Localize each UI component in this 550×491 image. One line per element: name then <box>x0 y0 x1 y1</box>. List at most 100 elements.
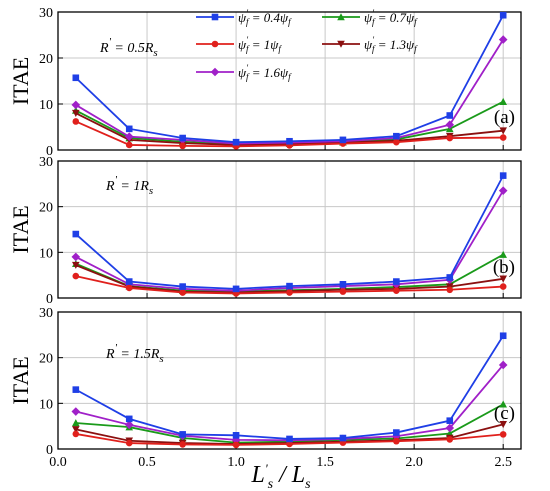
x-tick-label: 2.0 <box>405 455 423 470</box>
data-point <box>231 435 241 445</box>
data-point <box>179 134 186 142</box>
data-point <box>445 423 455 433</box>
data-point <box>499 250 507 258</box>
data-point <box>179 142 186 150</box>
data-point <box>72 230 80 238</box>
data-point <box>179 289 186 296</box>
data-point <box>72 386 80 393</box>
data-point <box>499 172 507 179</box>
y-tick-label: 20 <box>39 201 53 216</box>
plot-frame <box>57 311 522 450</box>
data-point <box>339 281 347 288</box>
data-point <box>499 134 507 141</box>
legend-label: ψ' f = 0.4ψf <box>238 8 292 27</box>
data-point <box>499 421 507 429</box>
rs-label: R' = 0.5Rs <box>99 36 158 59</box>
data-point <box>393 138 400 146</box>
y-axis-label: ITAE <box>8 57 33 105</box>
data-point <box>72 430 80 438</box>
data-point <box>232 441 240 449</box>
panel-label: (a) <box>494 107 515 128</box>
y-tick-label: 0 <box>46 144 53 159</box>
series-a-0 <box>72 11 507 146</box>
y-tick-label: 20 <box>39 352 53 367</box>
legend-item: ψ' f = 1ψf <box>196 35 282 54</box>
series-line <box>75 190 504 292</box>
data-point <box>71 252 81 262</box>
legend-marker <box>337 13 345 21</box>
x-tick-label: 1.5 <box>316 455 334 470</box>
data-point <box>499 332 507 340</box>
data-point <box>446 134 454 142</box>
legend-marker <box>210 67 220 77</box>
data-point <box>339 434 347 442</box>
data-point <box>499 127 507 135</box>
rs-label: R' = 1Rs <box>105 174 153 197</box>
data-point <box>339 136 347 144</box>
data-point <box>393 437 400 445</box>
data-point <box>125 284 133 292</box>
data-point <box>499 431 507 438</box>
legend-marker <box>211 40 219 48</box>
legend-marker <box>337 40 345 48</box>
data-point <box>498 186 508 195</box>
data-point <box>393 132 400 140</box>
data-point <box>499 97 507 105</box>
data-point <box>445 120 455 129</box>
y-axis-label: ITAE <box>8 205 33 253</box>
data-point <box>72 109 80 117</box>
data-point <box>393 278 400 285</box>
data-point <box>446 274 454 281</box>
series-a-1 <box>72 118 507 150</box>
data-point <box>392 431 401 441</box>
data-point <box>446 436 454 443</box>
y-axis-label: ITAE <box>8 356 33 404</box>
y-tick-label: 10 <box>39 98 53 113</box>
data-point <box>179 431 186 438</box>
data-point <box>286 289 293 296</box>
data-point <box>71 407 81 416</box>
y-tick-label: 10 <box>39 246 53 261</box>
y-tick-label: 0 <box>46 292 53 307</box>
legend-label: ψ' f = 1ψf <box>238 35 282 54</box>
y-tick-label: 10 <box>39 397 53 412</box>
series-c-2 <box>71 360 508 445</box>
rs-label: R' = 1.5Rs <box>105 342 164 365</box>
y-tick-label: 30 <box>39 6 53 21</box>
data-point <box>125 125 133 133</box>
x-tick-label: 0.5 <box>138 455 156 470</box>
data-point <box>125 141 133 149</box>
y-tick-label: 0 <box>46 443 53 458</box>
panel-label: (b) <box>493 257 515 278</box>
data-point <box>71 100 81 110</box>
panel-a: 0 10 20 30 ITAE (a) R' = 0.5Rs <box>8 6 522 159</box>
data-point <box>286 137 293 145</box>
legend-label: ψ' f = 1.6ψf <box>238 63 292 82</box>
legend-label: ψ' f = 0.7ψf <box>364 8 418 27</box>
data-point <box>72 272 80 280</box>
data-point <box>499 11 507 19</box>
data-point <box>124 132 134 141</box>
data-point <box>286 282 293 290</box>
data-point <box>125 439 133 447</box>
data-point <box>393 287 400 294</box>
x-axis-label: L's / Ls <box>250 461 311 491</box>
panel-c: 0 10 20 30 0.0 0.5 1.0 1.5 2.0 2.5 ITAE (c) R' = 1.5… <box>8 306 522 470</box>
panel-b: 0 10 20 30 ITAE (b) R' = 1Rs <box>8 155 522 307</box>
data-point <box>498 360 508 370</box>
series-b-1 <box>72 272 507 297</box>
data-point <box>286 435 293 443</box>
legend-label: ψ' f = 1.3ψf <box>364 35 418 54</box>
legend-item: ψ' f = 0.4ψf <box>196 8 292 27</box>
data-point <box>72 74 80 82</box>
data-point <box>179 283 186 290</box>
data-point <box>72 261 80 269</box>
series-b-0 <box>72 172 507 293</box>
data-point <box>446 112 454 119</box>
data-point <box>498 35 508 44</box>
series-c-0 <box>72 332 507 443</box>
data-point <box>446 417 454 424</box>
legend-item: ψ' f = 1.3ψf <box>322 35 418 54</box>
data-point <box>499 400 507 408</box>
